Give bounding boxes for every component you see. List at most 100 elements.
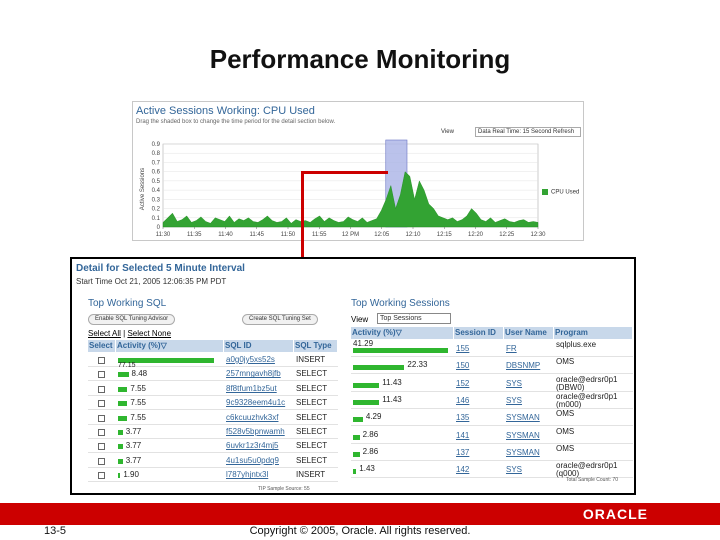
row-checkbox[interactable] <box>98 472 105 480</box>
activity-bar <box>118 473 121 479</box>
activity-bar <box>118 415 128 421</box>
activity-value: 1.43 <box>359 464 375 474</box>
activity-value: 3.77 <box>125 441 142 451</box>
y-tick-label: 0 <box>157 225 161 231</box>
sessions-view-select[interactable]: Top Sessions <box>377 313 451 324</box>
activity-value: 7.55 <box>130 412 146 422</box>
select-all-link[interactable]: Select All <box>88 329 121 338</box>
y-tick-label: 0.3 <box>152 197 161 203</box>
active-sessions-panel: Active Sessions Working: CPU Used Drag t… <box>132 101 584 241</box>
row-checkbox[interactable] <box>98 400 105 408</box>
sql-id-link[interactable]: 8f8tfum1bz5ut <box>226 383 277 393</box>
sql-id-link[interactable]: 6uvkr1z3r4mj5 <box>226 441 279 451</box>
activity-bar <box>353 348 448 353</box>
activity-value: 7.55 <box>130 398 146 408</box>
plot-area <box>162 143 539 228</box>
sql-table-row: 3.77 f528v5bpnwamh SELECT <box>88 425 338 439</box>
enable-sql-tuning-advisor-toggle[interactable]: Enable SQL Tuning Advisor <box>88 314 176 325</box>
chart-title: Active Sessions Working: CPU Used <box>136 105 315 117</box>
sql-table-row: 7.55 8f8tfum1bz5ut SELECT <box>88 382 338 396</box>
sql-table-row: 3.77 6uvkr1z3r4mj5 SELECT <box>88 439 338 454</box>
sql-type: SELECT <box>296 455 328 465</box>
activity-bar <box>118 372 129 378</box>
sessions-column-header: User Name <box>504 327 554 339</box>
x-tick-label: 11:40 <box>218 232 233 238</box>
sql-id-link[interactable]: f528v5bpnwamh <box>226 427 285 436</box>
activity-bar <box>118 358 214 363</box>
activity-value: 3.77 <box>125 455 142 465</box>
sessions-table-row: 11.43 146 SYS oracle@edrsr0p1 (m000) <box>351 392 633 409</box>
sessions-table-row: 11.43 152 SYS oracle@edrsr0p1 (DBW0) <box>351 375 633 392</box>
y-tick-label: 0.5 <box>152 179 161 185</box>
activity-bar <box>353 469 357 475</box>
user-name-link[interactable]: SYSMAN <box>506 430 540 440</box>
activity-value: 1.90 <box>123 470 139 480</box>
activity-bar <box>118 386 128 392</box>
detail-start-time: Start Time Oct 21, 2005 12:06:35 PM PDT <box>76 277 227 286</box>
sessions-column-header[interactable]: Activity (%)▽ <box>351 327 454 339</box>
user-name-link[interactable]: SYSMAN <box>506 413 540 423</box>
activity-value: 11.43 <box>382 377 402 387</box>
row-checkbox[interactable] <box>98 357 105 364</box>
program-name: sqlplus.exe <box>556 340 597 349</box>
copyright: Copyright © 2005, Oracle. All rights res… <box>249 525 471 537</box>
program-name: OMS <box>556 443 575 453</box>
sql-id-link[interactable]: l787yhjntx3l <box>226 470 269 480</box>
sql-type: SELECT <box>296 369 328 379</box>
sql-id-link[interactable]: 4u1su5u0pdq9 <box>226 455 279 465</box>
sql-type: SELECT <box>296 412 328 422</box>
row-checkbox[interactable] <box>98 414 105 422</box>
sql-id-link[interactable]: 9c9328eem4u1c <box>226 398 286 408</box>
y-tick-label: 0.4 <box>152 188 161 194</box>
session-id-link[interactable]: 155 <box>456 344 470 353</box>
chart-subtitle: Drag the shaded box to change the time p… <box>136 119 336 125</box>
row-checkbox[interactable] <box>98 371 105 379</box>
x-tick-label: 11:30 <box>156 232 171 238</box>
sql-type: INSERT <box>296 470 326 480</box>
activity-value: 11.43 <box>382 394 402 404</box>
sessions-table-row: 1.43 142 SYS oracle@edrsr0p1 (q000) <box>351 461 633 479</box>
view-label: View <box>441 129 454 135</box>
connector-horizontal <box>302 171 388 174</box>
session-id-link[interactable]: 137 <box>456 447 470 457</box>
x-tick-label: 11:55 <box>312 232 327 238</box>
y-tick-label: 0.2 <box>152 207 161 213</box>
row-checkbox[interactable] <box>98 443 105 451</box>
row-checkbox[interactable] <box>98 457 105 465</box>
session-id-link[interactable]: 142 <box>456 465 470 475</box>
user-name-link[interactable]: SYSMAN <box>506 447 540 457</box>
sql-table-row: 8.48 257mngavh8jfb SELECT <box>88 367 338 382</box>
program-name: oracle@edrsr0p1 (DBW0) <box>556 374 618 392</box>
sql-column-header[interactable]: Activity (%)▽ <box>116 340 224 352</box>
sessions-column-header: Session ID <box>454 327 504 339</box>
session-id-link[interactable]: 135 <box>456 413 470 423</box>
sql-column-header: SQL ID <box>224 340 294 352</box>
user-name-link[interactable]: SYS <box>506 378 523 388</box>
activity-bar <box>118 444 123 450</box>
x-tick-label: 11:45 <box>249 232 264 238</box>
oracle-logo: ORACLE <box>582 506 648 522</box>
sql-table-row: 3.77 4u1su5u0pdq9 SELECT <box>88 454 338 468</box>
session-id-link[interactable]: 146 <box>456 395 470 405</box>
sql-table-row: 77.15 a0g0jy5xs52s INSERT <box>88 353 338 369</box>
activity-bar <box>353 417 363 423</box>
activity-bar <box>353 365 405 371</box>
row-checkbox[interactable] <box>98 429 105 436</box>
session-id-link[interactable]: 152 <box>456 378 470 388</box>
sql-table-header: Select Activity (%)▽ SQL ID SQL Type <box>88 340 338 352</box>
user-name-link[interactable]: SYS <box>506 465 523 475</box>
program-name: OMS <box>556 409 575 419</box>
select-none-link[interactable]: Select None <box>127 329 172 338</box>
session-id-link[interactable]: 141 <box>456 430 470 440</box>
x-tick-label: 12:10 <box>405 232 421 238</box>
view-select[interactable]: Data Real Time: 15 Second Refresh <box>475 127 581 137</box>
user-name-link[interactable]: SYS <box>506 395 523 405</box>
user-name-link[interactable]: FR <box>506 344 517 353</box>
row-checkbox[interactable] <box>98 385 105 393</box>
user-name-link[interactable]: DBSNMP <box>506 361 541 371</box>
sql-id-link[interactable]: c6kcuuzhvk3xf <box>226 412 279 422</box>
create-sql-tuning-set-toggle[interactable]: Create SQL Tuning Set <box>242 314 318 325</box>
sql-id-link[interactable]: a0g0jy5xs52s <box>226 355 275 364</box>
sql-id-link[interactable]: 257mngavh8jfb <box>226 369 281 379</box>
session-id-link[interactable]: 150 <box>456 361 470 371</box>
